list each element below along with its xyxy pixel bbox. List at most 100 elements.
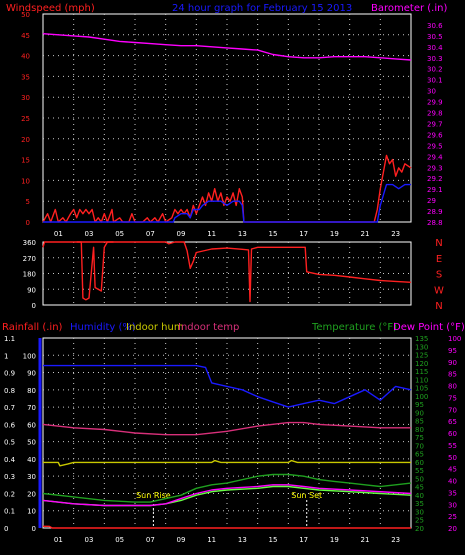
direction-degree-label: 0 (32, 302, 36, 310)
dewpoint-tick-label: 25 (448, 513, 457, 521)
dewpoint-tick-label: 100 (448, 335, 461, 343)
windspeed-tick-label: 40 (21, 53, 30, 61)
temperature-tick-label: 95 (415, 401, 424, 409)
temperature-tick-label: 85 (415, 418, 424, 426)
dewpoint-tick-label: 90 (448, 359, 457, 367)
dewpoint-tick-label: 20 (448, 525, 457, 533)
dewpoint-axis-title: Dew Point (°F) (393, 322, 465, 333)
time-tick-label: 13 (238, 536, 247, 544)
temperature-line (42, 473, 412, 503)
windspeed-tick-label: 20 (21, 136, 30, 144)
temperature-tick-label: 55 (415, 467, 424, 475)
time-tick-label: 11 (207, 230, 216, 238)
temperature-tick-label: 65 (415, 451, 424, 459)
time-tick-label: 11 (207, 536, 216, 544)
dewpoint-tick-label: 45 (448, 466, 457, 474)
windspeed-tick-label: 15 (21, 157, 30, 165)
sun-set-label: Sun Set (291, 491, 322, 500)
dewpoint-tick-label: 30 (448, 501, 457, 509)
humidity-tick-label: 100 (23, 352, 36, 360)
dewpoint-tick-label: 85 (448, 371, 457, 379)
temperature-tick-label: 120 (415, 360, 428, 368)
rainfall-tick-label: 0.7 (4, 404, 15, 412)
time-tick-label: 13 (238, 230, 247, 238)
rainfall-tick-label: 0 (4, 525, 8, 533)
barometer-tick-label: 29.6 (427, 131, 443, 139)
windspeed-tick-label: 35 (21, 73, 30, 81)
barometer-tick-label: 30 (427, 88, 436, 96)
dewpoint-tick-label: 80 (448, 383, 457, 391)
humidity-tick-label: 50 (27, 439, 36, 447)
temperature-tick-label: 135 (415, 335, 428, 343)
time-tick-label: 01 (54, 536, 63, 544)
windspeed-axis-title: Windspeed (mph) (6, 3, 95, 14)
temperature-tick-label: 35 (415, 500, 424, 508)
humidity-tick-label: 30 (27, 473, 36, 481)
humidity-tick-label: 60 (27, 421, 36, 429)
dewpoint-tick-label: 35 (448, 489, 457, 497)
time-tick-label: 09 (177, 230, 186, 238)
humidity-tick-label: 20 (27, 490, 36, 498)
temperature-tick-label: 25 (415, 517, 424, 525)
dewpoint-tick-label: 40 (448, 478, 457, 486)
barometer-tick-label: 30.1 (427, 77, 443, 85)
barometer-tick-label: 30.4 (427, 44, 443, 52)
compass-direction-label: N (435, 301, 442, 312)
time-tick-label: 03 (85, 536, 94, 544)
humidity-tick-label: 40 (27, 456, 36, 464)
rainfall-tick-label: 1.1 (4, 335, 15, 343)
compass-direction-label: E (436, 254, 442, 265)
time-tick-label: 19 (330, 536, 339, 544)
windspeed-tick-label: 5 (26, 198, 30, 206)
temperature-tick-label: 45 (415, 484, 424, 492)
barometer-tick-label: 29.8 (427, 110, 443, 118)
indoor-temp-line (42, 421, 411, 436)
wind-direction-line (76, 241, 114, 301)
dewpoint-tick-label: 70 (448, 406, 457, 414)
time-tick-label: 05 (115, 536, 124, 544)
barometer-tick-label: 29.7 (427, 120, 443, 128)
time-tick-label: 07 (146, 230, 155, 238)
barometer-tick-label: 30.5 (427, 33, 443, 41)
rainfall-tick-label: 0.2 (4, 490, 15, 498)
barometer-tick-label: 29 (427, 197, 436, 205)
rainfall-tick-label: 0.3 (4, 473, 15, 481)
humidity-tick-label: 10 (27, 508, 36, 516)
time-tick-label: 23 (391, 230, 400, 238)
barometer-tick-label: 29.1 (427, 186, 443, 194)
indoor-hum-line (43, 459, 411, 467)
compass-direction-label: W (434, 285, 444, 296)
barometer-axis-title: Barometer (.in) (371, 3, 447, 14)
windspeed-tick-label: 0 (26, 219, 30, 227)
time-tick-label: 15 (269, 536, 278, 544)
humidity-series-label: Humidity (%) (70, 322, 136, 333)
wind-speed-line (43, 183, 411, 223)
barometer-tick-label: 30.2 (427, 66, 443, 74)
temperature-tick-label: 100 (415, 393, 428, 401)
humidity-line (43, 364, 412, 408)
temperature-tick-label: 130 (415, 343, 428, 351)
rainfall-tick-label: 0.6 (4, 421, 16, 429)
graph-title: 24 hour graph for February 15 2013 (172, 3, 352, 14)
time-tick-label: 15 (269, 230, 278, 238)
humidity-tick-label: 90 (27, 370, 36, 378)
temperature-tick-label: 110 (415, 376, 428, 384)
barometer-line (42, 33, 412, 61)
sun-rise-label: Sun Rise (136, 491, 171, 500)
barometer-tick-label: 28.9 (427, 208, 443, 216)
dewpoint-tick-label: 50 (448, 454, 457, 462)
temperature-tick-label: 115 (415, 368, 428, 376)
windspeed-tick-label: 50 (21, 11, 30, 19)
barometer-tick-label: 29.3 (427, 164, 443, 172)
temperature-tick-label: 90 (415, 409, 424, 417)
windspeed-tick-label: 30 (21, 94, 30, 102)
temperature-tick-label: 20 (415, 525, 424, 533)
temperature-tick-label: 60 (415, 459, 424, 467)
compass-direction-label: N (435, 238, 442, 249)
rainfall-line (43, 525, 411, 529)
barometer-tick-label: 28.8 (427, 219, 443, 227)
time-tick-label: 05 (115, 230, 124, 238)
barometer-tick-label: 29.4 (427, 153, 443, 161)
